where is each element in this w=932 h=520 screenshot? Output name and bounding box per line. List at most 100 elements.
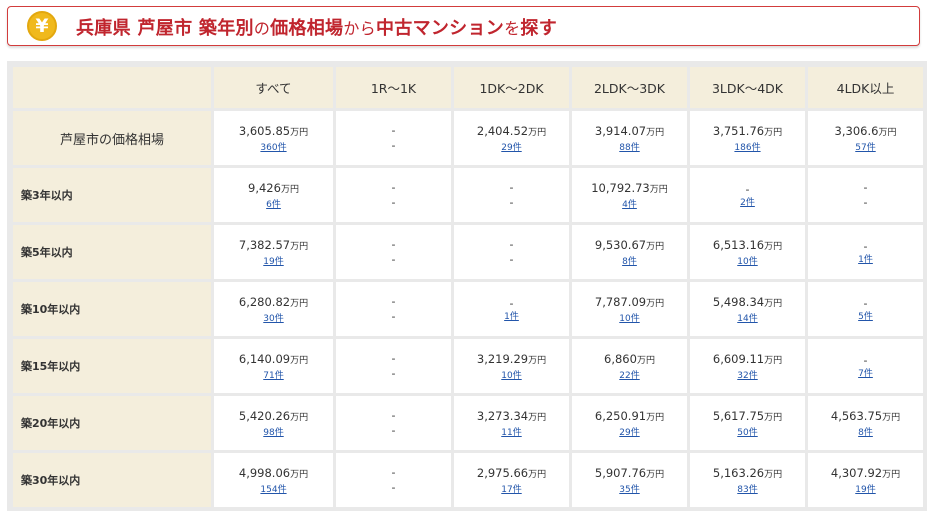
listing-count-link[interactable]: 8件 [858,427,873,438]
listing-count-link[interactable]: 22件 [619,370,640,381]
listing-count-link[interactable]: 57件 [855,142,876,153]
price-value: 5,498.34万円 [690,294,805,313]
price-cell: 7,382.57万円 19件 [214,225,333,279]
listing-count-link[interactable]: 17件 [501,484,522,495]
price-unit: 万円 [290,298,309,309]
price-unit: 万円 [528,469,547,480]
listing-count-link[interactable]: 19件 [855,484,876,495]
price-cell: -- [808,168,923,222]
empty-price-mark: - [391,466,396,479]
row-header: 築10年以内 [13,282,211,336]
listing-count-link[interactable]: 8件 [622,256,637,267]
price-value: 4,563.75万円 [808,408,923,427]
price-value: 6,250.91万円 [572,408,687,427]
price-number: 6,250.91 [594,408,647,423]
listing-count-link[interactable]: 2件 [740,197,755,208]
listing-count-link[interactable]: 10件 [619,313,640,324]
price-unit: 万円 [764,355,783,366]
empty-count-mark: - [391,310,396,323]
listing-count-link[interactable]: 1件 [504,311,519,322]
column-header: 1DK～2DK [454,67,569,108]
listing-count-link[interactable]: 29件 [619,427,640,438]
listing-count-link[interactable]: 10件 [501,370,522,381]
price-table: すべて 1R～1K 1DK～2DK 2LDK～3DK 3LDK～4DK 4LDK… [10,64,926,510]
price-unit: 万円 [878,127,897,138]
empty-price-mark: - [863,181,868,194]
price-value: 5,163.26万円 [690,465,805,484]
price-unit: 万円 [528,127,547,138]
page-header: ¥ 兵庫県 芦屋市 築年別の価格相場から中古マンションを探す [7,6,920,46]
empty-count-mark: - [509,196,514,209]
price-value: 6,609.11万円 [690,351,805,370]
price-cell: -5件 [808,282,923,336]
listing-count-link[interactable]: 186件 [734,142,761,153]
listing-count-link[interactable]: 50件 [737,427,758,438]
row-header: 芦屋市の価格相場 [13,111,211,165]
empty-price-mark: - [391,124,396,137]
price-unit: 万円 [882,412,901,423]
price-cell: -- [336,396,451,450]
column-header: すべて [214,67,333,108]
listing-count-link[interactable]: 6件 [266,199,281,210]
column-header: 3LDK～4DK [690,67,805,108]
listing-count-link[interactable]: 1件 [858,254,873,265]
page-title: 兵庫県 芦屋市 築年別の価格相場から中古マンションを探す [76,18,557,39]
listing-count-link[interactable]: 11件 [501,427,522,438]
price-value: 4,307.92万円 [808,465,923,484]
price-value: 10,792.73万円 [572,180,687,199]
price-cell: -- [336,282,451,336]
table-row: 築10年以内 6,280.82万円 30件 - - -1件 7,787.09万円 10件 5,4… [13,282,923,336]
price-number: 5,420.26 [238,408,291,423]
price-number: 5,907.76 [594,465,647,480]
price-number: 6,860 [604,351,637,366]
price-number: 2,404.52 [476,123,529,138]
price-cell: 6,250.91万円 29件 [572,396,687,450]
row-header: 築20年以内 [13,396,211,450]
price-value: 9,426万円 [214,180,333,199]
price-value: 6,513.16万円 [690,237,805,256]
listing-count-link[interactable]: 30件 [263,313,284,324]
listing-count-link[interactable]: 29件 [501,142,522,153]
listing-count-link[interactable]: 7件 [858,368,873,379]
listing-count-link[interactable]: 5件 [858,311,873,322]
listing-count-link[interactable]: 32件 [737,370,758,381]
empty-count-mark: - [391,196,396,209]
price-cell: 2,404.52万円 29件 [454,111,569,165]
price-unit: 万円 [649,184,668,195]
price-cell: 3,273.34万円 11件 [454,396,569,450]
price-cell: 6,140.09万円 71件 [214,339,333,393]
listing-count-link[interactable]: 83件 [737,484,758,495]
price-number: 7,382.57 [238,237,291,252]
empty-count-mark: - [863,196,868,209]
price-cell: -- [454,225,569,279]
listing-count-link[interactable]: 14件 [737,313,758,324]
listing-count-link[interactable]: 35件 [619,484,640,495]
listing-count-link[interactable]: 360件 [260,142,287,153]
price-cell: 6,609.11万円 32件 [690,339,805,393]
listing-count-link[interactable]: 19件 [263,256,284,267]
empty-price-mark: - [391,295,396,308]
price-cell: 5,420.26万円 98件 [214,396,333,450]
price-number: 3,751.76 [712,123,765,138]
listing-count-link[interactable]: 154件 [260,484,287,495]
row-header: 築30年以内 [13,453,211,507]
empty-price-mark: - [745,182,750,196]
price-value: 5,420.26万円 [214,408,333,427]
table-header-row: すべて 1R～1K 1DK～2DK 2LDK～3DK 3LDK～4DK 4LDK… [13,67,923,108]
empty-price-mark: - [509,238,514,251]
listing-count-link[interactable]: 4件 [622,199,637,210]
price-table-container: すべて 1R～1K 1DK～2DK 2LDK～3DK 3LDK～4DK 4LDK… [7,61,927,511]
price-cell: 6,860万円 22件 [572,339,687,393]
price-cell: -- [336,168,451,222]
listing-count-link[interactable]: 10件 [737,256,758,267]
price-cell: 7,787.09万円 10件 [572,282,687,336]
listing-count-link[interactable]: 98件 [263,427,284,438]
listing-count-link[interactable]: 71件 [263,370,284,381]
price-cell: 3,219.29万円 10件 [454,339,569,393]
price-cell: -- [336,111,451,165]
price-number: 6,609.11 [712,351,765,366]
listing-count-link[interactable]: 88件 [619,142,640,153]
price-number: 4,998.06 [238,465,291,480]
table-row: 築20年以内 5,420.26万円 98件 - -3,273.34万円 11件 6,250.… [13,396,923,450]
price-number: 2,975.66 [476,465,529,480]
